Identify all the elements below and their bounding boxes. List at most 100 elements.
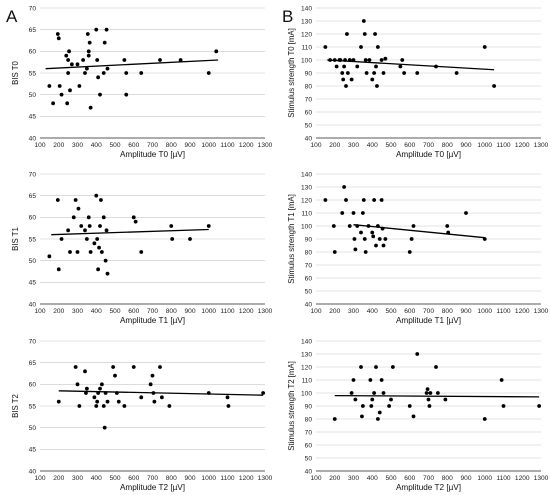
y-tick-label: 60 <box>29 382 37 389</box>
data-point <box>427 404 432 408</box>
x-tick-label: 1200 <box>515 308 530 315</box>
data-point <box>139 395 144 400</box>
x-tick-label: 500 <box>385 308 396 315</box>
y-tick-label: 50 <box>305 288 313 295</box>
data-point <box>400 58 405 62</box>
y-tick-label: 70 <box>305 96 313 103</box>
x-tick-label: 100 <box>310 308 321 315</box>
trend-line <box>45 59 219 70</box>
data-point <box>158 365 162 369</box>
data-point <box>379 58 384 62</box>
x-axis-title: Amplitude T2 [µV] <box>396 483 461 492</box>
trend-line <box>334 394 540 398</box>
data-point <box>359 45 363 49</box>
data-point <box>347 224 352 228</box>
x-tick-label: 800 <box>166 142 177 149</box>
y-axis-title: Stimulus strength T2 [mA] <box>287 361 296 451</box>
y-tick-label: 65 <box>29 360 37 367</box>
x-tick-label: 1200 <box>515 475 530 482</box>
data-point <box>363 58 368 62</box>
data-point <box>411 414 416 419</box>
trend-line <box>58 390 264 396</box>
x-tick-label: 100 <box>310 475 321 482</box>
data-point <box>332 417 337 421</box>
x-tick-label: 1000 <box>477 308 492 315</box>
y-tick-label: 110 <box>301 44 312 51</box>
y-tick-label: 55 <box>29 403 37 410</box>
data-point <box>375 45 380 49</box>
data-point <box>148 382 153 387</box>
x-tick-label: 200 <box>53 142 64 149</box>
data-point <box>372 391 377 395</box>
data-point <box>501 404 506 408</box>
data-point <box>363 250 368 254</box>
x-tick-label: 1100 <box>496 475 511 482</box>
data-point <box>362 32 367 36</box>
data-point <box>95 58 100 62</box>
data-point <box>96 267 101 272</box>
data-point <box>387 404 392 408</box>
data-point <box>492 84 497 88</box>
data-point <box>344 84 348 88</box>
data-point <box>261 391 266 395</box>
data-point <box>360 211 365 215</box>
data-point <box>56 399 61 404</box>
data-point <box>353 397 358 402</box>
data-point <box>122 404 127 408</box>
data-point <box>445 224 450 228</box>
panel-label-a: A <box>6 7 18 26</box>
x-tick-label: 1000 <box>201 142 216 149</box>
y-tick-label: 120 <box>301 364 312 371</box>
data-point <box>374 243 378 248</box>
data-point <box>105 399 110 404</box>
y-tick-label: 70 <box>29 171 37 178</box>
panel-label-b: B <box>282 7 293 26</box>
x-tick-label: 100 <box>310 142 321 149</box>
data-point <box>482 417 487 421</box>
data-point <box>411 224 416 228</box>
data-point <box>73 198 78 202</box>
trend-line <box>51 228 209 236</box>
data-point <box>369 404 374 408</box>
x-tick-label: 100 <box>34 475 45 482</box>
scatter-chart: 40 45 50 55 60 65 70 100 200 300 400 500 600 700 800 90… <box>11 338 273 492</box>
data-point <box>86 215 91 220</box>
data-point <box>170 237 175 241</box>
data-point <box>69 62 74 67</box>
x-tick-label: 700 <box>423 475 434 482</box>
scatter-chart: 40 50 60 70 80 90 100 110 120 130 140 100 200 300 400 5… <box>287 338 549 492</box>
y-tick-label: 40 <box>305 301 313 308</box>
data-point <box>383 56 388 61</box>
y-tick-label: 120 <box>301 197 312 204</box>
data-point <box>390 365 395 369</box>
data-point <box>77 84 82 88</box>
data-point <box>124 92 129 97</box>
x-tick-label: 300 <box>72 308 83 315</box>
data-point <box>372 198 377 202</box>
x-tick-label: 200 <box>53 308 64 315</box>
y-tick-label: 65 <box>29 193 37 200</box>
data-point <box>167 404 172 408</box>
x-tick-label: 700 <box>147 142 158 149</box>
data-point <box>375 417 380 421</box>
data-point <box>499 378 504 382</box>
y-axis-title: Stimulus strength T0 [mA] <box>287 28 296 118</box>
data-point <box>56 36 61 41</box>
x-tick-label: 500 <box>109 308 120 315</box>
data-point <box>323 198 328 202</box>
data-point <box>342 64 347 69</box>
x-tick-label: 400 <box>91 142 102 149</box>
y-tick-label: 120 <box>301 31 312 38</box>
x-tick-label: 900 <box>184 142 195 149</box>
y-tick-label: 90 <box>305 70 313 77</box>
data-point <box>225 395 230 400</box>
x-tick-label: 1200 <box>515 142 530 149</box>
data-point <box>482 45 487 49</box>
x-axis-title: Amplitude T1 [µV] <box>396 316 461 325</box>
data-point <box>131 365 136 369</box>
data-point <box>454 71 459 75</box>
y-tick-label: 100 <box>301 390 312 397</box>
data-point <box>81 58 86 62</box>
x-axis-title: Amplitude T0 [µV] <box>120 150 185 159</box>
data-point <box>51 101 56 106</box>
